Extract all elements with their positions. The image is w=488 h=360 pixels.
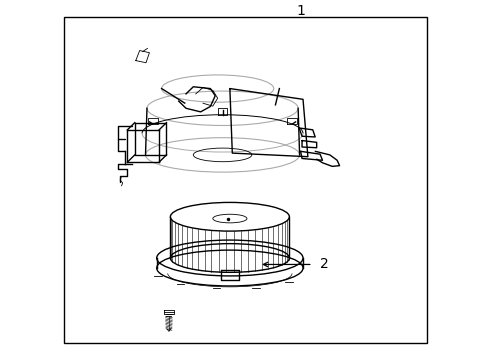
- Text: 2: 2: [320, 257, 328, 271]
- Bar: [64, 17, 427, 343]
- Text: 1: 1: [296, 4, 305, 18]
